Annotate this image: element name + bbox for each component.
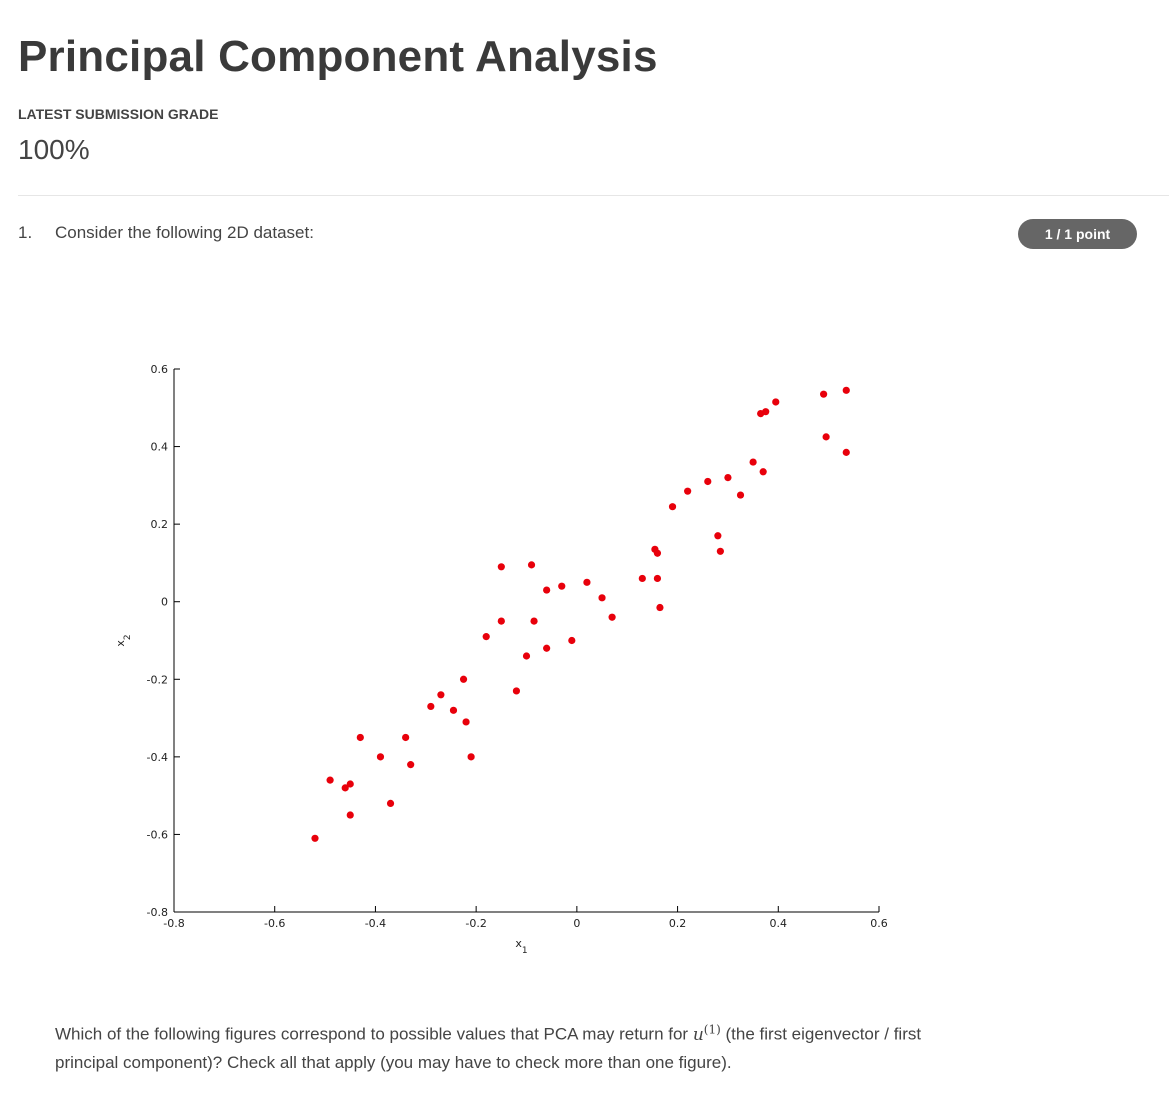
data-point: [437, 691, 445, 699]
data-point: [820, 390, 828, 398]
data-point: [341, 784, 349, 792]
data-point: [842, 448, 850, 456]
data-point: [326, 776, 334, 784]
data-point: [311, 834, 319, 842]
x-tick-label: -0.6: [264, 917, 285, 930]
data-point: [449, 706, 458, 714]
data-point: [530, 617, 538, 625]
x-tick-label: 0.4: [770, 917, 788, 930]
prompt-text-after: (the first eigenvector / first principal…: [55, 1024, 922, 1072]
data-point: [497, 617, 505, 625]
x-tick-label: -0.2: [465, 917, 486, 930]
data-point: [568, 636, 576, 645]
data-point: [762, 408, 770, 416]
y-tick-label: 0.4: [151, 441, 169, 454]
data-point: [653, 574, 662, 583]
data-point: [668, 503, 677, 511]
data-point: [583, 578, 591, 586]
page-title: Principal Component Analysis: [18, 32, 658, 81]
y-tick-label: 0.2: [151, 518, 169, 531]
data-point: [402, 733, 410, 742]
y-tick-label: -0.6: [147, 828, 168, 841]
grade-value: 100%: [18, 134, 90, 165]
data-point: [842, 386, 850, 394]
prompt-text-before: Which of the following figures correspon…: [55, 1024, 689, 1044]
data-point: [716, 547, 724, 555]
data-point: [714, 532, 722, 540]
math-variable: u(1): [692, 1022, 721, 1045]
data-point: [467, 753, 475, 761]
data-point: [522, 652, 531, 660]
data-point: [822, 433, 830, 441]
grade-label: LATEST SUBMISSION GRADE: [18, 106, 219, 122]
chart-ticks: -0.8 -0.6 -0.4 -0.2 0 0.2 0.4 0.6 -0.8 -0.6 -0.4 -0…: [147, 363, 888, 930]
y-tick-label: 0.6: [151, 363, 169, 376]
question-number: 1.: [18, 223, 33, 242]
y-tick-label: 0: [161, 596, 168, 609]
x-tick-label: -0.4: [365, 917, 386, 930]
data-point: [346, 811, 354, 819]
data-point: [684, 487, 692, 495]
data-point: [459, 675, 468, 683]
x-axis-label-subscript: 1: [522, 946, 528, 956]
y-tick-label: -0.4: [147, 751, 168, 764]
data-point: [386, 799, 395, 807]
x-tick-label: 0.6: [870, 917, 888, 930]
data-point: [407, 761, 415, 769]
data-point: [759, 468, 767, 476]
math-superscript: (1): [703, 1022, 721, 1036]
scatter-chart: -0.8 -0.6 -0.4 -0.2 0 0.2 0.4 0.6 -0.8 -0.6 -0.4 -0…: [114, 363, 888, 956]
y-tick-label: -0.2: [147, 673, 168, 686]
divider: [18, 195, 1169, 196]
chart-labels: x1 x2: [114, 634, 528, 956]
question-text: Consider the following 2D dataset:: [55, 223, 314, 242]
x-tick-label: 0: [573, 917, 580, 930]
data-point: [772, 398, 780, 406]
data-point: [376, 753, 385, 761]
data-point: [598, 594, 606, 602]
data-point: [704, 477, 712, 486]
data-point: [482, 633, 490, 641]
data-point: [512, 687, 521, 695]
data-point: [497, 563, 505, 571]
question-prompt: Which of the following figures correspon…: [55, 1015, 985, 1077]
data-point: [736, 491, 745, 499]
chart-axes: [173, 369, 879, 913]
math-var-u: u: [692, 1024, 704, 1045]
data-point: [427, 702, 435, 711]
data-point: [724, 474, 732, 482]
y-tick-label: -0.8: [147, 906, 168, 919]
data-point: [749, 458, 757, 466]
y-axis-label: x2: [114, 634, 133, 646]
data-point: [608, 613, 616, 621]
data-point: [656, 603, 664, 612]
data-point: [653, 549, 662, 557]
x-tick-label: 0.2: [669, 917, 687, 930]
data-point: [638, 574, 646, 583]
data-point: [527, 561, 536, 569]
y-axis-label-subscript: 2: [123, 634, 133, 640]
data-point: [356, 733, 364, 742]
data-point: [462, 718, 470, 726]
data-point: [558, 582, 566, 590]
chart-points: [311, 386, 850, 842]
data-point: [543, 586, 551, 594]
data-point: [543, 644, 551, 652]
x-tick-label: -0.8: [163, 917, 184, 930]
x-axis-label: x1: [515, 937, 527, 956]
data-point: [346, 780, 354, 788]
points-badge: 1 / 1 point: [1018, 219, 1137, 249]
